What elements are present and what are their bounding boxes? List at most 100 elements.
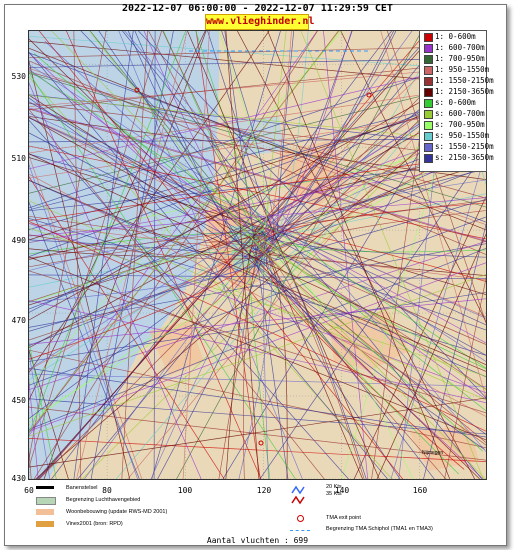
flight-track xyxy=(29,132,278,260)
flight-track xyxy=(29,73,486,208)
flight-track xyxy=(29,248,486,430)
tma-exit-point xyxy=(134,87,140,93)
flight-track xyxy=(124,31,486,453)
flight-track xyxy=(29,398,486,435)
flight-track xyxy=(29,176,225,479)
flight-track xyxy=(36,31,438,479)
legend-swatch xyxy=(424,154,433,163)
legend-label: s: 700-950m xyxy=(435,120,485,129)
flight-track xyxy=(51,31,393,479)
flight-track xyxy=(29,270,486,414)
flight-track xyxy=(29,180,486,378)
legend-item: 1: 2150-3650m xyxy=(420,86,494,97)
tma-exit-label: TMA exit point xyxy=(326,515,361,521)
flight-track xyxy=(29,197,486,237)
x-tick-label: 120 xyxy=(256,486,272,495)
legend-swatch xyxy=(424,143,433,152)
y-tick-label: 490 xyxy=(11,236,26,245)
flight-track xyxy=(225,226,258,479)
flight-track xyxy=(29,274,486,437)
x-tick-label: 100 xyxy=(177,486,193,495)
legend-swatch xyxy=(424,121,433,130)
flight-track xyxy=(29,367,486,438)
flight-count: Aantal vluchten : 699 xyxy=(206,536,309,545)
flight-track xyxy=(29,250,263,304)
flight-track xyxy=(29,200,486,259)
legend-item: 1: 950-1550m xyxy=(420,64,490,75)
wind-icon xyxy=(291,485,305,505)
legend-item: 1: 700-950m xyxy=(420,53,486,64)
flight-track xyxy=(29,153,486,366)
legend-label: 1: 0-600m xyxy=(435,32,476,41)
legend-item: s: 1550-2150m xyxy=(420,141,494,152)
legend-label: s: 600-700m xyxy=(435,109,485,118)
flight-track xyxy=(38,31,404,479)
vinex-swatch xyxy=(36,521,54,527)
flight-track xyxy=(35,91,486,479)
flight-track xyxy=(29,223,486,394)
flight-track xyxy=(218,31,268,234)
flight-track xyxy=(29,256,486,441)
time-range-title: 2022-12-07 06:00:00 - 2022-12-07 11:29:5… xyxy=(122,3,393,14)
flight-track xyxy=(264,31,352,254)
legend-swatch xyxy=(424,44,433,53)
flight-track xyxy=(81,81,486,479)
tma-boundary-swatch xyxy=(290,530,310,531)
legend-item: s: 2150-3650m xyxy=(420,152,494,163)
legend-swatch xyxy=(424,88,433,97)
legend-label: s: 2150-3650m xyxy=(435,153,494,162)
legend-label: s: 0-600m xyxy=(435,98,476,107)
flight-track xyxy=(259,149,486,479)
flight-track xyxy=(248,202,486,258)
flight-track xyxy=(29,215,258,247)
legend-item: s: 0-600m xyxy=(420,97,486,108)
flight-track xyxy=(29,154,143,479)
flight-track xyxy=(151,31,281,479)
x-tick-label: 140 xyxy=(334,486,350,495)
flight-track xyxy=(29,438,486,462)
y-tick-label: 450 xyxy=(11,396,26,405)
flight-track xyxy=(444,276,486,479)
flight-track xyxy=(266,251,465,470)
flight-track xyxy=(29,71,486,199)
flight-track xyxy=(137,31,486,399)
flight-track xyxy=(277,31,295,236)
flight-track xyxy=(423,223,486,479)
flight-track xyxy=(390,150,486,479)
flight-track xyxy=(29,240,486,390)
flight-track xyxy=(353,195,486,479)
airport-label: Begrenzing Luchthavengebied xyxy=(66,497,141,503)
housing-label: Woonbebouwing (update RWS-MD 2001) xyxy=(66,509,168,515)
flight-track xyxy=(29,223,486,281)
tma-exit-point xyxy=(366,92,372,98)
flight-tracks xyxy=(29,31,486,479)
legend-swatch xyxy=(424,99,433,108)
flight-track xyxy=(340,31,486,323)
flight-track xyxy=(29,31,107,462)
flight-track xyxy=(29,173,486,417)
place-label: Nijmegen xyxy=(422,450,443,456)
flight-track xyxy=(260,236,486,345)
flight-track xyxy=(252,251,447,479)
flight-track xyxy=(29,378,39,479)
flight-track xyxy=(29,262,486,432)
flight-track xyxy=(29,119,349,479)
flight-track xyxy=(51,31,486,479)
flight-track xyxy=(29,31,343,386)
vinex-label: Vinex2001 (bron: RPD) xyxy=(66,521,123,527)
flight-track xyxy=(266,229,486,344)
flight-track xyxy=(153,31,156,479)
flight-track xyxy=(90,31,174,479)
flight-track xyxy=(224,31,289,479)
flight-track xyxy=(264,31,292,233)
site-badge[interactable]: www.vlieghinder.nl xyxy=(205,14,314,30)
flight-track xyxy=(29,52,484,479)
flight-track xyxy=(267,31,451,479)
flight-track xyxy=(29,63,486,362)
flight-track xyxy=(29,72,296,479)
flight-track xyxy=(266,250,485,450)
legend-swatch xyxy=(424,55,433,64)
legend-label: 1: 950-1550m xyxy=(435,65,490,74)
legend-label: 1: 700-950m xyxy=(435,54,485,63)
flight-track xyxy=(89,31,271,260)
